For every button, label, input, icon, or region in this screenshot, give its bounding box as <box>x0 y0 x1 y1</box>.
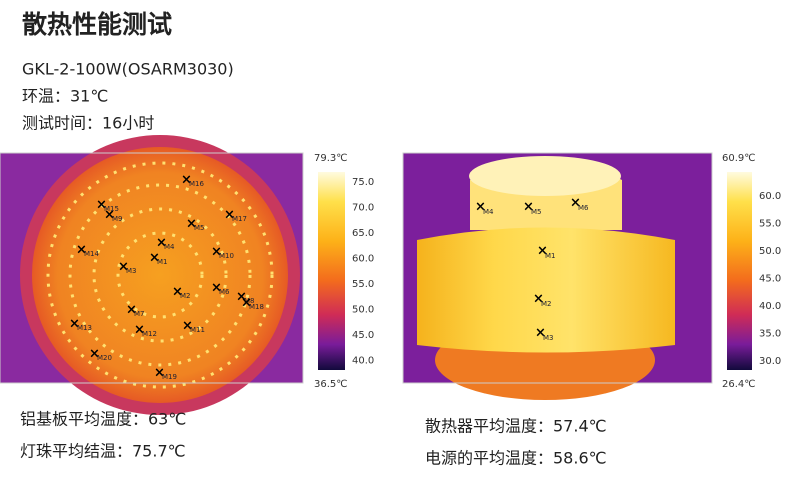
marker: × <box>236 290 247 305</box>
colorbar <box>318 172 345 370</box>
marker: × <box>156 236 167 251</box>
title: 散热性能测试 <box>22 10 172 39</box>
marker-label: M6 <box>578 204 589 212</box>
marker-label: M9 <box>112 215 123 223</box>
marker-label: M17 <box>232 215 247 223</box>
marker-label: M8 <box>244 297 255 305</box>
caption: 灯珠平均结温：75.7℃ <box>20 442 186 461</box>
marker-label: M1 <box>157 258 168 266</box>
marker: × <box>96 198 107 213</box>
marker: × <box>535 326 546 341</box>
colorbar <box>727 172 752 370</box>
scale-label: 65.0 <box>352 228 374 239</box>
marker-label: M20 <box>97 354 112 362</box>
marker-label: M4 <box>164 243 175 251</box>
marker: × <box>89 347 100 362</box>
marker-label: M2 <box>180 292 191 300</box>
scale-label: 75.0 <box>352 177 374 188</box>
scale-label: 40.0 <box>759 301 781 312</box>
marker-label: M11 <box>190 326 205 334</box>
marker-label: M5 <box>531 208 542 216</box>
marker-label: M3 <box>126 267 137 275</box>
marker: × <box>186 217 197 232</box>
marker-label: M3 <box>543 334 554 342</box>
duration: 测试时间：16小时 <box>22 114 154 133</box>
caption: 电源的平均温度：58.6℃ <box>425 449 607 468</box>
marker: × <box>537 244 548 259</box>
scale-min: 36.5℃ <box>314 379 348 390</box>
scale-label: 35.0 <box>759 329 781 340</box>
scale-label: 45.0 <box>352 330 374 341</box>
scale-label: 60.0 <box>759 191 781 202</box>
marker: × <box>134 323 145 338</box>
left-thermal <box>0 135 304 415</box>
marker: × <box>104 208 115 223</box>
marker-label: M14 <box>84 250 99 258</box>
scale-label: 60.0 <box>352 254 374 265</box>
scale-label: 55.0 <box>352 279 374 290</box>
marker-label: M19 <box>162 373 177 381</box>
scale-label: 50.0 <box>759 246 781 257</box>
marker-label: M13 <box>77 324 92 332</box>
marker: × <box>475 200 486 215</box>
marker: × <box>570 196 581 211</box>
scale-max: 79.3℃ <box>314 153 348 164</box>
marker: × <box>172 285 183 300</box>
scale-min: 26.4℃ <box>722 379 756 390</box>
marker: × <box>211 281 222 296</box>
marker-label: M5 <box>194 224 205 232</box>
model: GKL-2-100W(OSARM3030) <box>22 60 234 79</box>
marker: × <box>241 296 252 311</box>
marker-label: M4 <box>483 208 494 216</box>
marker: × <box>533 292 544 307</box>
marker-label: M15 <box>104 205 119 213</box>
caption: 铝基板平均温度：63℃ <box>20 410 186 429</box>
marker-label: M18 <box>249 303 264 311</box>
marker: × <box>523 200 534 215</box>
marker: × <box>181 173 192 188</box>
scale-label: 45.0 <box>759 274 781 285</box>
marker: × <box>149 251 160 266</box>
marker-label: M1 <box>545 252 556 260</box>
caption: 散热器平均温度：57.4℃ <box>425 417 607 436</box>
scale-label: 70.0 <box>352 203 374 214</box>
marker: × <box>154 366 165 381</box>
marker: × <box>69 317 80 332</box>
ambient: 环温：31℃ <box>22 87 108 106</box>
marker: × <box>126 303 137 318</box>
marker: × <box>76 243 87 258</box>
marker-label: M16 <box>189 180 204 188</box>
marker-label: M12 <box>142 330 157 338</box>
right-thermal <box>402 152 713 400</box>
marker: × <box>211 245 222 260</box>
scale-label: 40.0 <box>352 356 374 367</box>
scale-label: 55.0 <box>759 219 781 230</box>
scale-label: 30.0 <box>759 356 781 367</box>
marker-label: M6 <box>219 288 230 296</box>
scale-max: 60.9℃ <box>722 153 756 164</box>
scale-label: 50.0 <box>352 305 374 316</box>
marker: × <box>224 208 235 223</box>
marker-label: M7 <box>134 310 145 318</box>
marker-label: M2 <box>541 300 552 308</box>
marker: × <box>118 260 129 275</box>
marker-label: M10 <box>219 252 234 260</box>
marker: × <box>182 319 193 334</box>
